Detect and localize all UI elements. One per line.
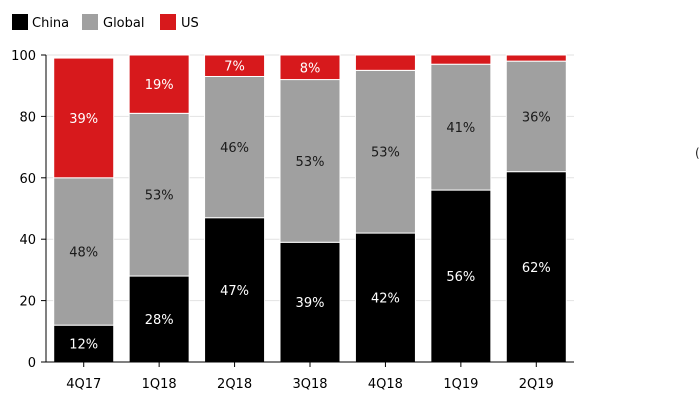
x-tick-label: 2Q19	[519, 377, 554, 392]
y-tick-label: 40	[19, 233, 36, 248]
bar-segment-global	[53, 177, 115, 326]
bar-segment-global	[430, 63, 492, 191]
bar-segment-china	[204, 217, 266, 363]
legend-label-us: US	[181, 16, 199, 31]
bar-segment-us	[430, 54, 492, 65]
data-label: 53%	[145, 189, 174, 204]
legend-label-china: China	[32, 16, 69, 31]
data-label: 12%	[69, 338, 98, 353]
data-label: 36%	[522, 110, 551, 125]
bar-segment-us	[505, 54, 567, 62]
bar-segment-us	[128, 54, 190, 114]
bar-segment-china	[354, 232, 416, 363]
bar-segment-global	[505, 60, 567, 173]
bar-segment-us	[354, 54, 416, 71]
bar-segment-global	[279, 79, 341, 243]
data-label: 56%	[446, 270, 475, 285]
data-label: 48%	[69, 245, 98, 260]
bar-segment-global	[354, 69, 416, 234]
data-label: 8%	[300, 61, 321, 76]
y-tick-label: 100	[11, 49, 36, 64]
data-label: 41%	[446, 121, 475, 136]
bar-segment-us	[53, 57, 115, 179]
data-label: 62%	[522, 261, 551, 276]
x-tick-label: 2Q18	[217, 377, 252, 392]
data-label: 42%	[371, 292, 400, 307]
stray-glyph: (	[695, 146, 700, 160]
bar-segment-global	[204, 75, 266, 219]
data-label: 39%	[296, 296, 325, 311]
legend-label-global: Global	[103, 16, 144, 31]
x-tick-label: 4Q17	[66, 377, 101, 392]
y-tick-label: 80	[19, 110, 36, 125]
y-tick-label: 20	[19, 295, 36, 310]
legend-swatch-us	[160, 14, 176, 30]
data-label: 53%	[296, 155, 325, 170]
x-tick-label: 4Q18	[368, 377, 403, 392]
x-tick-label: 3Q18	[292, 377, 327, 392]
data-label: 39%	[69, 112, 98, 127]
legend-swatch-china	[12, 14, 28, 30]
x-tick-label: 1Q18	[142, 377, 177, 392]
bar-segment-china	[53, 324, 115, 363]
data-label: 7%	[224, 60, 245, 75]
bar-segment-us	[204, 54, 266, 77]
y-tick-label: 0	[28, 356, 36, 371]
data-label: 47%	[220, 284, 249, 299]
data-label: 19%	[145, 78, 174, 93]
bar-segment-us	[279, 54, 341, 81]
data-label: 28%	[145, 313, 174, 328]
x-tick-label: 1Q19	[443, 377, 478, 392]
data-label: 46%	[220, 141, 249, 156]
y-tick-label: 60	[19, 172, 36, 187]
legend-swatch-global	[82, 14, 98, 30]
data-label: 53%	[371, 146, 400, 161]
